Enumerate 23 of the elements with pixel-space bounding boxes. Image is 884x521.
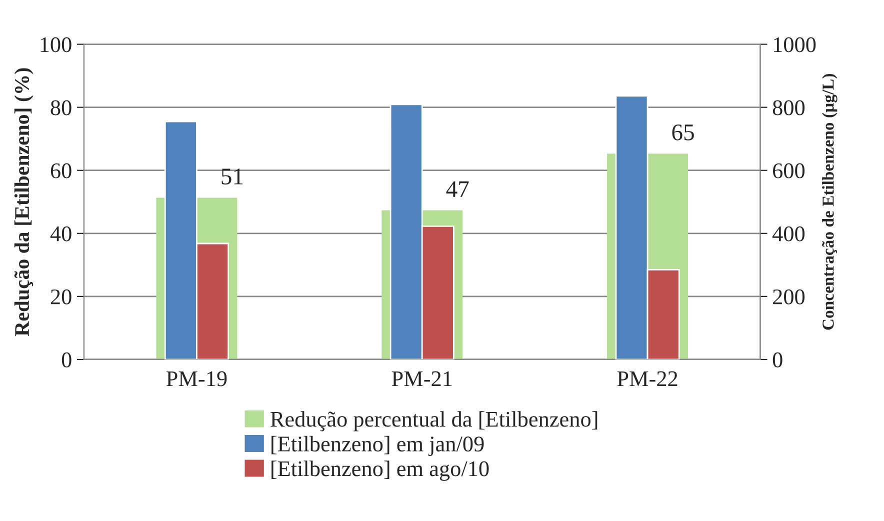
y2-tick-label: 1000: [774, 37, 816, 52]
y2-axis-title: Concentração de Etilbenzeno (µg/L): [822, 74, 838, 330]
y2-tick-label: 600: [773, 163, 805, 178]
y2-tick-label: 800: [772, 100, 805, 116]
y2-tick-label: 400: [772, 226, 805, 242]
y-tick-label: 100: [40, 37, 72, 52]
y-tick-label: 60: [50, 163, 72, 178]
x-tick-label: PM-19: [166, 371, 227, 386]
legend-label: [Etilbenzeno] em jan/09: [272, 436, 484, 456]
x-tick-label: PM-22: [617, 371, 678, 386]
y2-tick-label: 200: [773, 289, 805, 304]
legend-label: [Etilbenzeno] em ago/10: [272, 460, 489, 481]
data-label: 65: [672, 124, 694, 140]
x-tick-label: PM-21: [392, 371, 452, 386]
data-label: 47: [446, 181, 469, 197]
data-label: 51: [222, 168, 243, 184]
y-tick-label: 80: [50, 100, 72, 116]
y-tick-label: 40: [50, 226, 72, 242]
y2-tick-label: 0: [772, 352, 782, 368]
y-tick-label: 20: [50, 289, 72, 304]
y-axis-title: Redução da [Etilbenzeno] (%): [14, 68, 34, 336]
y-tick-label: 0: [62, 352, 72, 368]
legend-label: Redução percentual da [Etilbenzeno]: [270, 411, 598, 432]
